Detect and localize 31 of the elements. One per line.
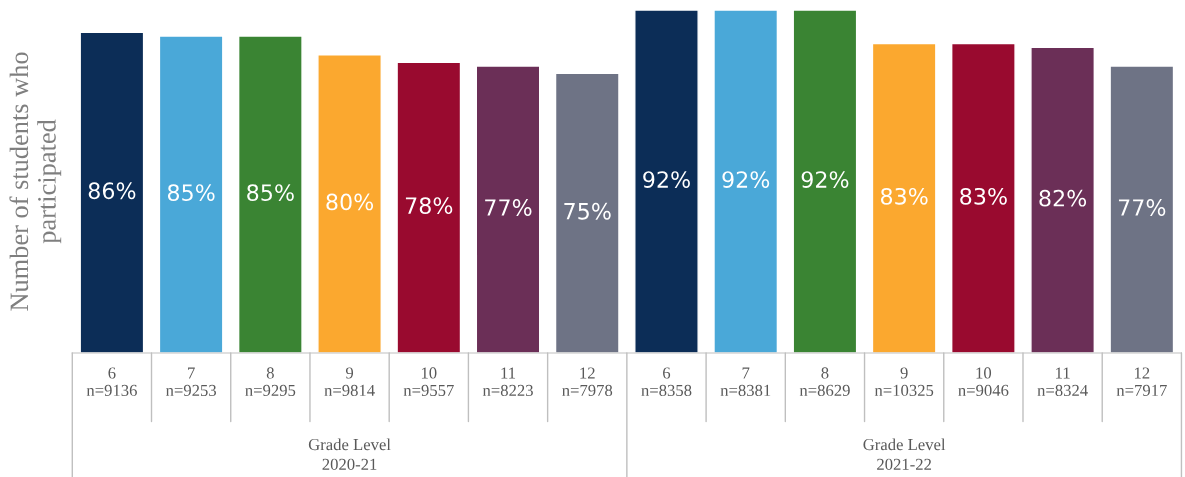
- data-label: 92%: [643, 171, 690, 188]
- data-label: 83%: [960, 187, 1007, 205]
- x-tick-label: 12 n=7917: [1116, 367, 1167, 397]
- x-tick-label: 10 n=9046: [958, 367, 1009, 397]
- data-label: 83%: [880, 187, 928, 205]
- data-label: 75%: [564, 202, 611, 220]
- data-label: 86%: [88, 182, 136, 200]
- x-tick-label: 7 n=8381: [720, 367, 771, 397]
- data-label: 80%: [326, 193, 374, 211]
- x-tick-label: 6 n=8358: [641, 367, 692, 397]
- x-tick-label: 6 n=9136: [86, 367, 137, 397]
- x-tick-label: 9 n=10325: [874, 367, 934, 397]
- data-label: 77%: [1118, 199, 1166, 216]
- data-label: 85%: [247, 184, 294, 201]
- x-tick-label: 10 n=9557: [403, 367, 454, 397]
- data-label: 82%: [1039, 189, 1087, 207]
- y-axis-title: Number of students who participated: [9, 52, 62, 311]
- x-tick-label: 9 n=9814: [324, 367, 375, 397]
- x-tick-label: 7 n=9253: [165, 367, 217, 397]
- data-label: 92%: [801, 171, 849, 188]
- x-tick-label: 8 n=8629: [799, 367, 850, 397]
- x-tick-label: 11 n=8324: [1037, 367, 1088, 397]
- data-label: 92%: [722, 171, 770, 188]
- text: Grade Level 2020-21: [308, 438, 391, 470]
- x-tick-label: 8 n=9295: [245, 367, 296, 397]
- data-label: 78%: [405, 197, 453, 215]
- text: Grade Level 2021-22: [863, 438, 946, 470]
- x-tick-label: 12 n=7978: [562, 367, 613, 397]
- data-label: 77%: [485, 199, 532, 216]
- data-label: 85%: [167, 184, 215, 201]
- x-tick-label: 11 n=8223: [482, 367, 533, 397]
